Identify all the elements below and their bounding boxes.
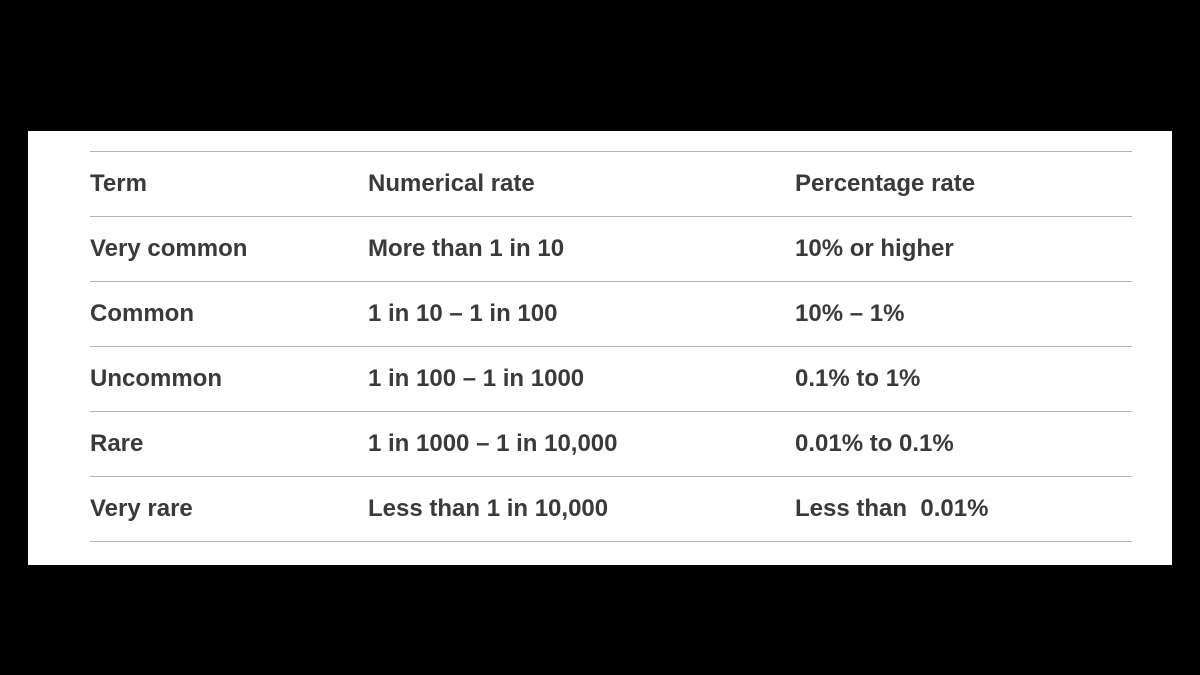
cell-numerical-rate: Less than 1 in 10,000 (368, 495, 609, 522)
cell-term: Very common (90, 235, 248, 262)
table-row: Uncommon 1 in 100 – 1 in 1000 0.1% to 1% (90, 346, 1132, 412)
cell-percentage-rate: 10% or higher (795, 235, 954, 262)
cell-term: Very rare (90, 495, 193, 522)
cell-numerical-rate: 1 in 100 – 1 in 1000 (368, 365, 585, 392)
frequency-rates-table: Term Numerical rate Percentage rate Very… (90, 151, 1132, 542)
header-percentage-rate: Percentage rate (795, 170, 976, 197)
cell-percentage-rate: Less than 0.01% (795, 495, 989, 522)
header-numerical-rate: Numerical rate (368, 170, 535, 197)
cell-percentage-rate: 0.01% to 0.1% (795, 430, 954, 457)
cell-percentage-rate: 10% – 1% (795, 300, 905, 327)
cell-percentage-rate: 0.1% to 1% (795, 365, 921, 392)
cell-term: Rare (90, 430, 144, 457)
header-term: Term (90, 170, 147, 197)
table-row: Common 1 in 10 – 1 in 100 10% – 1% (90, 281, 1132, 347)
table-row: Very common More than 1 in 10 10% or hig… (90, 216, 1132, 282)
cell-numerical-rate: 1 in 1000 – 1 in 10,000 (368, 430, 618, 457)
table-card: Term Numerical rate Percentage rate Very… (28, 131, 1172, 565)
table-header-row: Term Numerical rate Percentage rate (90, 151, 1132, 217)
cell-numerical-rate: More than 1 in 10 (368, 235, 565, 262)
cell-term: Common (90, 300, 194, 327)
cell-term: Uncommon (90, 365, 222, 392)
table-row: Rare 1 in 1000 – 1 in 10,000 0.01% to 0.… (90, 411, 1132, 477)
table-row: Very rare Less than 1 in 10,000 Less tha… (90, 476, 1132, 542)
cell-numerical-rate: 1 in 10 – 1 in 100 (368, 300, 558, 327)
